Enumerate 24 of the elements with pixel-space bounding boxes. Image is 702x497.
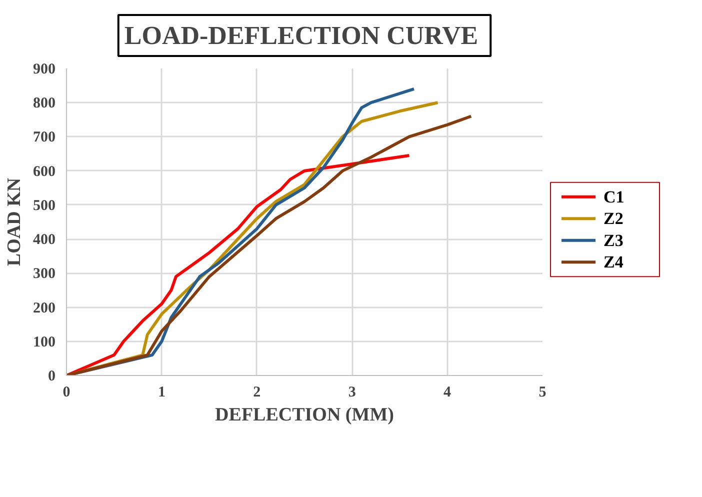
y-tick-label: 100 — [33, 334, 56, 350]
x-tick-label: 4 — [444, 384, 452, 400]
legend-label: C1 — [604, 187, 624, 206]
legend-label: Z2 — [604, 209, 624, 228]
x-tick-label: 5 — [538, 384, 546, 400]
y-tick-label: 900 — [33, 62, 56, 78]
line-series — [66, 154, 411, 376]
chart-title: LOAD-DEFLECTION CURVE — [124, 21, 478, 50]
y-tick-label: 700 — [33, 130, 56, 146]
y-tick-label: 800 — [33, 96, 56, 112]
x-tick-label: 2 — [253, 384, 261, 400]
y-tick-label: 600 — [33, 164, 56, 180]
x-tick-label: 0 — [62, 384, 70, 400]
legend-label: Z4 — [604, 252, 624, 272]
y-tick-label: 0 — [48, 368, 56, 384]
x-axis-title: DEFLECTION (MM) — [215, 404, 394, 426]
x-tick-label: 3 — [348, 384, 356, 400]
x-tick-label: 1 — [158, 384, 166, 400]
legend-label: Z3 — [604, 230, 624, 250]
y-axis-title: LOAD KN — [4, 178, 25, 266]
y-tick-label: 300 — [33, 266, 56, 282]
y-tick-label: 400 — [33, 232, 56, 248]
y-tick-label: 500 — [33, 198, 56, 214]
y-tick-label: 200 — [33, 300, 56, 316]
